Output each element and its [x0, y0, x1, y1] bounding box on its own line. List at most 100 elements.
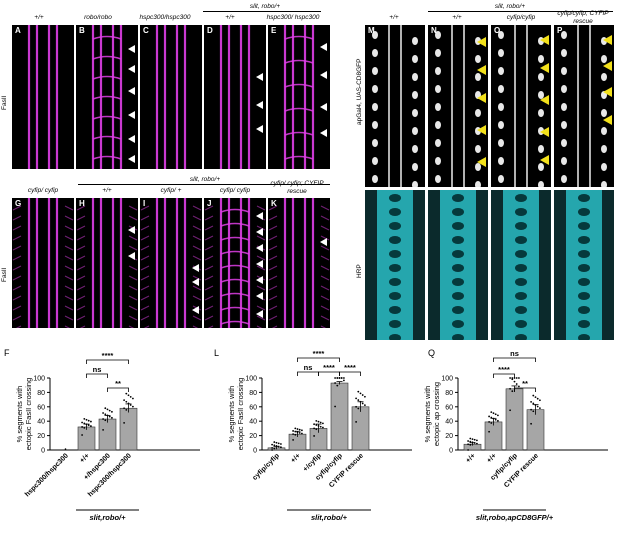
- panel-o-hrp: [491, 190, 551, 340]
- data-point: [298, 431, 301, 434]
- data-point: [532, 410, 535, 413]
- y-tick-label: 40: [445, 419, 453, 426]
- significance-bracket: [86, 359, 129, 364]
- data-point: [336, 384, 339, 387]
- significance-bracket: [86, 373, 108, 378]
- data-point: [467, 443, 469, 446]
- data-point: [469, 440, 472, 443]
- arrowhead-icon: [256, 276, 263, 284]
- data-point: [515, 377, 518, 379]
- data-point: [271, 443, 273, 446]
- x-tick-label: +/+: [486, 452, 498, 464]
- data-point: [492, 412, 495, 415]
- data-point: [315, 419, 318, 422]
- arrowhead-icon: [128, 155, 135, 163]
- significance-label: ****: [102, 351, 114, 360]
- significance-label: ****: [344, 363, 356, 372]
- data-point: [294, 427, 297, 430]
- data-point: [104, 407, 107, 410]
- arrowhead-icon: [128, 135, 135, 143]
- col-title-a: +/+: [34, 14, 44, 21]
- significance-label: ns: [93, 365, 102, 374]
- data-point: [301, 429, 303, 432]
- data-point: [518, 385, 520, 388]
- y-tick-label: 100: [245, 376, 257, 383]
- data-point: [313, 427, 315, 430]
- data-point: [539, 407, 541, 410]
- data-point: [467, 449, 469, 451]
- significance-label: ****: [323, 363, 335, 372]
- bar: [351, 406, 370, 451]
- data-point: [319, 425, 322, 428]
- data-point: [90, 425, 92, 427]
- data-point: [511, 378, 514, 381]
- data-point: [357, 407, 360, 410]
- y-tick-label: 80: [37, 390, 45, 397]
- data-point: [536, 405, 539, 408]
- data-point: [292, 433, 294, 436]
- panel-m: M: [365, 25, 425, 187]
- group-header-top: slit, robo/+: [249, 3, 281, 10]
- arrowhead-icon: [256, 244, 263, 252]
- data-point: [530, 400, 532, 403]
- chart-q: 0 20 40 60 80 100% segments withectopic ap cr…: [423, 349, 608, 522]
- data-point: [361, 394, 364, 396]
- x-tick-label: cyfip/cyfip: [251, 452, 280, 481]
- data-point: [277, 445, 280, 448]
- significance-label: ns: [510, 349, 519, 358]
- data-point: [471, 441, 474, 444]
- data-point: [132, 397, 134, 400]
- data-point: [106, 414, 109, 417]
- panel-letter: D: [207, 26, 213, 35]
- arrowhead-icon: [192, 264, 199, 272]
- panel-letter: J: [207, 199, 212, 208]
- data-point: [125, 392, 128, 395]
- microscopy-image: [283, 25, 315, 169]
- panel-letter: A: [15, 26, 21, 35]
- significance-bracket: [297, 371, 319, 376]
- data-point: [271, 446, 273, 449]
- panel-a: A: [12, 25, 74, 169]
- data-point: [467, 440, 469, 442]
- microscopy-image: [491, 190, 551, 340]
- data-point: [476, 442, 478, 445]
- significance-bracket: [514, 387, 536, 392]
- data-point: [315, 428, 318, 431]
- group-line-top: [203, 11, 321, 12]
- panel-letter: I: [143, 199, 146, 208]
- microscopy-image: [365, 190, 425, 340]
- col-title-p: cyfip/cyfip; CYFIP rescue: [557, 10, 609, 25]
- col-title-b: robo/robo: [84, 14, 112, 21]
- data-point: [313, 423, 315, 426]
- data-point: [364, 395, 366, 398]
- panel-letter: E: [271, 26, 277, 35]
- data-point: [490, 422, 493, 424]
- panel-k: K: [268, 198, 330, 328]
- y-tick-label: 40: [37, 419, 45, 426]
- data-point: [488, 421, 490, 423]
- group-line-mid: [78, 184, 330, 185]
- data-point: [355, 405, 357, 408]
- microscopy-image: [554, 190, 614, 340]
- panel-p: P: [554, 25, 614, 187]
- chart-q-letter: Q: [428, 348, 436, 358]
- panel-b: B: [76, 25, 138, 169]
- data-point: [271, 449, 273, 451]
- data-point: [275, 445, 278, 447]
- y-tick-label: 20: [445, 433, 453, 440]
- data-point: [343, 379, 345, 382]
- data-point: [298, 428, 301, 431]
- panel-i: I: [140, 198, 202, 328]
- data-point: [359, 392, 362, 395]
- arrowhead-icon: [320, 71, 327, 79]
- data-point: [127, 402, 130, 405]
- microscopy-image: [204, 198, 266, 328]
- arrowhead-icon: [256, 101, 263, 109]
- data-point: [277, 442, 280, 445]
- panel-h: H: [76, 198, 138, 328]
- data-point: [104, 413, 107, 416]
- panel-n: N: [428, 25, 488, 187]
- y-tick-label: 60: [249, 404, 257, 411]
- chart-f-letter: F: [4, 348, 10, 358]
- data-point: [511, 377, 514, 379]
